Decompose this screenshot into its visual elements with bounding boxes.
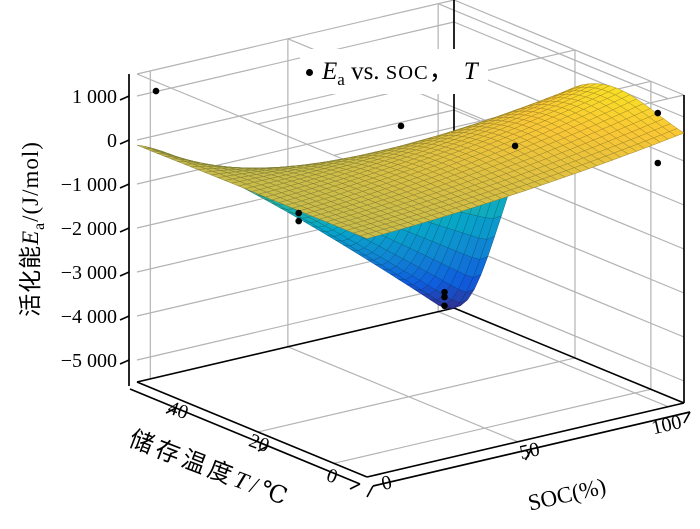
x-tick-label: 50	[517, 438, 541, 464]
scatter-point	[295, 209, 303, 217]
legend: Ea vs. SOC， T	[300, 49, 488, 94]
z-tick-label: 1 000	[72, 86, 117, 108]
surface-mesh	[136, 83, 685, 309]
scatter-point	[152, 87, 160, 95]
scatter-point	[441, 302, 448, 310]
z-tick-label: −4 000	[61, 306, 117, 328]
z-tick-label: −2 000	[61, 218, 117, 240]
y-tick-label: 0	[324, 464, 341, 488]
x-tick-label: 0	[379, 471, 394, 495]
legend-series-label: Ea vs. SOC， T	[322, 58, 478, 89]
z-tick-label: −1 000	[61, 174, 117, 196]
z-tick-label: −3 000	[61, 262, 117, 284]
axis-rulers-and-ticks: 1 000 0 −1 000 −2 000 −3 000 −4 000 −5 000 0 20 4…	[61, 74, 691, 498]
z-tick-label: −5 000	[61, 350, 117, 372]
scatter-point	[511, 142, 519, 150]
scatter-point	[441, 288, 448, 296]
scatter-point	[654, 109, 662, 117]
legend-marker-icon	[306, 69, 313, 76]
scatter-point	[654, 159, 662, 167]
scatter-point	[295, 217, 303, 225]
y-tick-label: 40	[165, 397, 191, 425]
z-axis-label: 活化能Ea/(J/mol)	[18, 141, 48, 317]
y-tick-label: 20	[246, 430, 272, 458]
box-edges	[136, 0, 685, 478]
scatter-point	[397, 122, 405, 130]
z-tick-label: 0	[107, 130, 117, 152]
x-tick-label: 100	[650, 411, 684, 439]
scatter-point	[441, 293, 448, 301]
scatter-points	[152, 87, 662, 310]
